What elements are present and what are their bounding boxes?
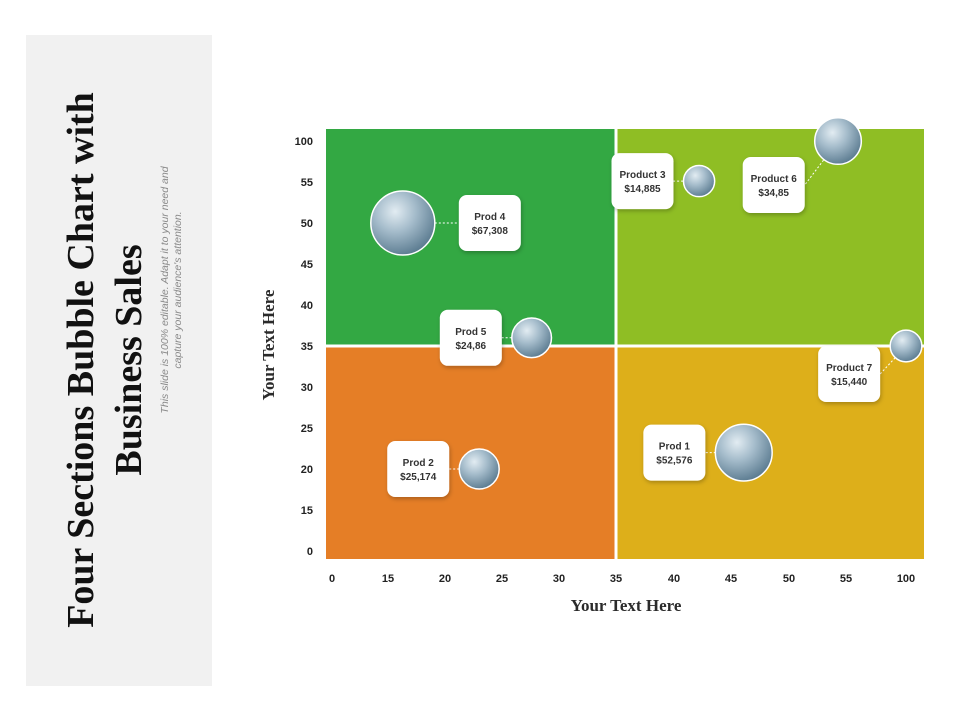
- y-tick-label: 100: [295, 136, 313, 148]
- bubble-label-value: $67,308: [472, 226, 509, 237]
- x-tick-label: 20: [439, 573, 451, 585]
- bubble: [889, 329, 923, 363]
- bubble: [813, 116, 863, 166]
- title-panel: [26, 35, 212, 686]
- bubble: [682, 164, 716, 198]
- bubble: [714, 423, 773, 482]
- bubble-label-name: Prod 1: [659, 442, 691, 453]
- bubble: [458, 448, 500, 490]
- bubble: [370, 190, 436, 256]
- bubble-label-box: [742, 157, 805, 213]
- bubble-label-box: [643, 424, 706, 481]
- y-tick-label: 20: [301, 464, 313, 476]
- x-tick-label: 100: [897, 573, 915, 585]
- bubble-label-name: Prod 4: [474, 212, 506, 223]
- y-tick-label: 45: [301, 259, 313, 271]
- y-tick-label: 40: [301, 300, 313, 312]
- y-tick-label: 15: [301, 505, 313, 517]
- x-tick-label: 50: [783, 573, 795, 585]
- y-tick-label: 30: [301, 382, 313, 394]
- bubble-label-value: $15,440: [831, 377, 868, 388]
- x-tick-label: 25: [496, 573, 508, 585]
- y-tick-label: 0: [307, 546, 313, 558]
- bubble-layer: [370, 116, 923, 490]
- bubble-label-value: $34,85: [758, 188, 789, 199]
- x-tick-label: 40: [668, 573, 680, 585]
- bubble-label-name: Prod 5: [455, 327, 487, 338]
- x-tick-label: 30: [553, 573, 565, 585]
- bubble-label-value: $14,885: [624, 184, 661, 195]
- bubble-label-box: [458, 195, 521, 251]
- bubble: [511, 317, 553, 359]
- y-tick-label: 35: [301, 341, 313, 353]
- bubble-label-name: Product 6: [751, 174, 798, 185]
- y-tick-label: 55: [301, 177, 313, 189]
- bubble-label-value: $25,174: [400, 472, 437, 483]
- bubble-label-box: [439, 309, 502, 366]
- x-axis-title: Your Text Here: [571, 596, 682, 615]
- y-tick-label: 25: [301, 423, 313, 435]
- label-layer: Prod 4 $67,308 Product 3 $14,885 Product 6 $3…: [387, 153, 881, 497]
- bubble-label-value: $52,576: [656, 456, 693, 467]
- x-tick-label: 15: [382, 573, 394, 585]
- bubble-label-box: [611, 153, 674, 210]
- x-tick-label: 35: [610, 573, 622, 585]
- bubble-label-box: [387, 441, 450, 497]
- x-tick-label: 45: [725, 573, 737, 585]
- y-tick-label: 50: [301, 218, 313, 230]
- bubble-label-name: Prod 2: [403, 458, 435, 469]
- x-tick-label: 0: [329, 573, 335, 585]
- tick-layer: 0 15 20 25 30 35 40 45 50 55 100 100 55 50 45 40 35 30 25 2…: [295, 136, 916, 585]
- bubble-label-value: $24,86: [456, 341, 487, 352]
- bubble-label-name: Product 3: [619, 170, 666, 181]
- y-axis-title: Your Text Here: [259, 289, 278, 400]
- bubble-label-box: [818, 346, 881, 402]
- bubble-label-name: Product 7: [826, 363, 873, 374]
- x-tick-label: 55: [840, 573, 852, 585]
